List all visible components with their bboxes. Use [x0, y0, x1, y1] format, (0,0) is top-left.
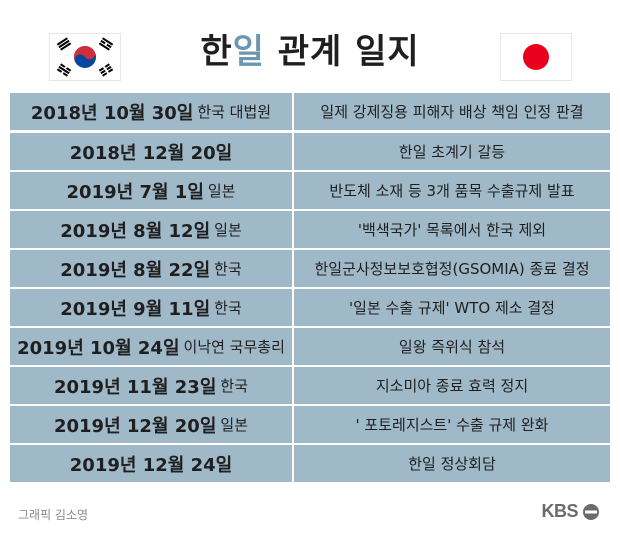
table-row: 2019년 12월 24일 한일 정상회담 — [10, 445, 610, 482]
title-accent: 일 — [232, 32, 265, 72]
table-row: 2019년 8월 22일 한국 한일군사정보보호협정(GSOMIA) 종료 결정 — [10, 250, 610, 287]
date-cell: 2019년 7월 1일 일본 — [10, 172, 294, 209]
entity-text: 한국 — [220, 377, 249, 395]
event-text: 반도체 소재 등 3개 품목 수출규제 발표 — [329, 182, 575, 200]
title-part1: 한 — [200, 32, 233, 72]
footer: 그래픽 김소영 KBS — [0, 495, 620, 535]
date-cell: 2019년 8월 12일 일본 — [10, 211, 294, 248]
date-text: 2019년 7월 1일 — [66, 181, 204, 203]
event-cell: 한일 초계기 갈등 — [294, 133, 610, 170]
entity-text: 일본 — [220, 416, 249, 434]
event-text: 일왕 즉위식 참석 — [398, 338, 506, 356]
event-cell: '일본 수출 규제' WTO 제소 결정 — [294, 289, 610, 326]
date-text: 2019년 8월 12일 — [60, 220, 211, 242]
table-row: 2019년 10월 24일 이낙연 국무총리 일왕 즉위식 참석 — [10, 328, 610, 365]
table-row: 2019년 11월 23일 한국 지소미아 종료 효력 정지 — [10, 367, 610, 404]
event-cell: 한일 정상회담 — [294, 445, 610, 482]
entity-text: 한국 — [214, 299, 242, 317]
date-text: 2019년 10월 24일 — [17, 337, 180, 359]
date-cell: 2019년 11월 23일 한국 — [10, 367, 294, 404]
date-cell: 2018년 10월 30일 한국 대법원 — [10, 93, 294, 130]
date-cell: 2019년 9월 11일 한국 — [10, 289, 294, 326]
event-cell: 지소미아 종료 효력 정지 — [294, 367, 610, 404]
event-text: '백색국가' 목록에서 한국 제외 — [357, 221, 547, 239]
entity-text: 한국 — [214, 260, 242, 278]
title-part2: 관계 일지 — [264, 32, 420, 72]
table-row: 2019년 8월 12일 일본 '백색국가' 목록에서 한국 제외 — [10, 211, 610, 248]
graphic-credit: 그래픽 김소영 — [18, 508, 89, 522]
event-text: '일본 수출 규제' WTO 제소 결정 — [349, 299, 555, 317]
event-cell: 반도체 소재 등 3개 품목 수출규제 발표 — [294, 172, 610, 209]
date-text: 2018년 10월 30일 — [30, 102, 194, 124]
event-text: 한일군사정보보호협정(GSOMIA) 종료 결정 — [314, 260, 590, 278]
header: 한일 관계 일지 — [0, 0, 620, 88]
event-cell: 일왕 즉위식 참석 — [294, 328, 610, 365]
entity-text: 이낙연 국무총리 — [183, 338, 285, 356]
event-text: 한일 정상회담 — [408, 455, 496, 473]
date-text: 2019년 11월 23일 — [53, 376, 217, 398]
date-cell: 2019년 8월 22일 한국 — [10, 250, 294, 287]
date-text: 2018년 12월 20일 — [69, 142, 233, 164]
event-text: ' 포토레지스트' 수출 규제 완화 — [355, 416, 549, 434]
event-text: 한일 초계기 갈등 — [398, 143, 506, 161]
table-row: 2018년 12월 20일 한일 초계기 갈등 — [10, 133, 610, 170]
table-row: 2019년 7월 1일 일본 반도체 소재 등 3개 품목 수출규제 발표 — [10, 172, 610, 209]
date-cell: 2019년 10월 24일 이낙연 국무총리 — [10, 328, 294, 365]
entity-text: 한국 대법원 — [197, 103, 272, 121]
kbs-logo: KBS — [541, 501, 600, 522]
date-text: 2019년 9월 11일 — [60, 298, 211, 320]
date-cell: 2019년 12월 24일 — [10, 445, 294, 482]
date-text: 2019년 12월 24일 — [69, 454, 233, 476]
table-row: 2019년 9월 11일 한국 '일본 수출 규제' WTO 제소 결정 — [10, 289, 610, 326]
table-row: 2018년 10월 30일 한국 대법원 일제 강제징용 피해자 배상 책임 인… — [10, 93, 610, 130]
kbs-logo-icon — [583, 503, 599, 520]
date-cell: 2018년 12월 20일 — [10, 133, 294, 170]
date-text: 2019년 12월 20일 — [53, 415, 217, 437]
timeline-table: 2018년 10월 30일 한국 대법원 일제 강제징용 피해자 배상 책임 인… — [10, 93, 610, 487]
entity-text: 일본 — [214, 221, 242, 239]
japan-flag-icon — [501, 34, 571, 80]
event-cell: 일제 강제징용 피해자 배상 책임 인정 판결 — [294, 93, 610, 130]
entity-text: 일본 — [207, 182, 236, 200]
event-text: 지소미아 종료 효력 정지 — [375, 377, 529, 395]
korea-flag-icon — [50, 34, 120, 80]
event-text: 일제 강제징용 피해자 배상 책임 인정 판결 — [320, 103, 584, 121]
kbs-logo-text: KBS — [541, 501, 578, 521]
event-cell: ' 포토레지스트' 수출 규제 완화 — [294, 406, 610, 443]
page-title: 한일 관계 일지 — [0, 24, 620, 73]
event-cell: '백색국가' 목록에서 한국 제외 — [294, 211, 610, 248]
table-row: 2019년 12월 20일 일본 ' 포토레지스트' 수출 규제 완화 — [10, 406, 610, 443]
date-text: 2019년 8월 22일 — [60, 259, 211, 281]
date-cell: 2019년 12월 20일 일본 — [10, 406, 294, 443]
event-cell: 한일군사정보보호협정(GSOMIA) 종료 결정 — [294, 250, 610, 287]
